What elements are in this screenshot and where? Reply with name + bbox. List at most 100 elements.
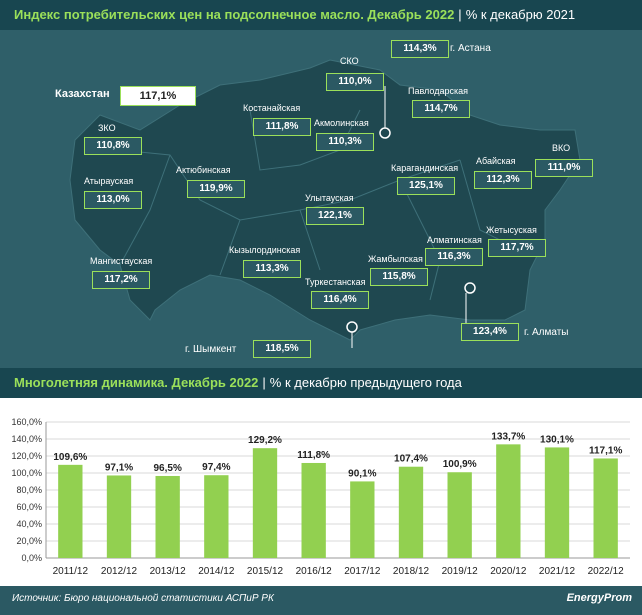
y-tick-label: 60,0% [16, 502, 42, 512]
bar [398, 466, 424, 558]
region-value-vko: 111,0% [535, 159, 593, 177]
region-name-vko: ВКО [552, 143, 571, 153]
region-value-atyrau: 113,0% [84, 191, 142, 209]
x-tick-label: 2015/12 [247, 566, 284, 577]
region-value-zhambyl: 115,8% [370, 268, 428, 286]
map-title: Индекс потребительских цен на подсолнечн… [14, 7, 455, 22]
region-name-sko: СКО [340, 56, 359, 66]
bar [447, 472, 472, 558]
y-tick-label: 140,0% [11, 434, 42, 444]
x-tick-label: 2012/12 [101, 566, 138, 577]
region-value-zhetysu: 117,7% [488, 239, 546, 257]
source-text: Источник: Бюро национальной статистики А… [12, 593, 274, 604]
x-tick-label: 2014/12 [198, 566, 235, 577]
data-label: 107,4% [394, 454, 428, 465]
region-name-astana: г. Астана [450, 43, 491, 54]
chart-subtitle: % к декабрю предыдущего года [269, 375, 462, 390]
bar [496, 444, 521, 558]
bar [252, 448, 278, 558]
region-value-aktobe: 119,9% [187, 180, 245, 198]
y-tick-label: 20,0% [16, 536, 42, 546]
region-name-turkestan: Туркестанская [305, 277, 366, 287]
region-name-shymkent: г. Шымкент [185, 344, 237, 355]
region-name-almaty-obl: Алматинская [427, 235, 482, 245]
region-name-kostanay: Костанайская [243, 103, 301, 113]
footer: Источник: Бюро национальной статистики А… [0, 586, 642, 615]
data-label: 90,1% [348, 468, 376, 479]
chart-panel: 0,0% 20,0% 40,0% 60,0% 80,0% 100,0% 120,0% 140,… [0, 398, 642, 586]
bar [301, 462, 326, 558]
data-label: 111,8% [297, 450, 330, 461]
region-value-zko: 110,8% [84, 137, 142, 155]
chart-title: Многолетняя динамика. Декабрь 2022 [14, 375, 259, 390]
map-panel: Казахстан 117,1% СКО 110,0% 114,3% г. Ас… [0, 30, 642, 368]
map-header: Индекс потребительских цен на подсолнечн… [0, 0, 642, 30]
data-label: 96,5% [153, 463, 181, 474]
y-tick-label: 100,0% [11, 468, 42, 478]
kazakhstan-shape [69, 59, 581, 341]
kazakhstan-value: 117,1% [120, 86, 196, 106]
data-label: 100,9% [443, 459, 477, 470]
y-tick-label: 40,0% [16, 519, 42, 529]
region-value-almaty-city: 123,4% [461, 323, 519, 341]
chart-header: Многолетняя динамика. Декабрь 2022 |% к д… [0, 368, 642, 398]
x-tick-label: 2018/12 [393, 566, 430, 577]
region-name-almaty-city: г. Алматы [524, 327, 569, 338]
region-name-ulytau: Улытауская [305, 193, 354, 203]
kazakhstan-label: Казахстан [55, 88, 110, 100]
region-value-sko: 110,0% [326, 73, 384, 91]
bar [593, 458, 618, 558]
x-tick-label: 2011/12 [53, 566, 89, 577]
bar [58, 464, 83, 558]
region-name-karaganda: Карагандинская [391, 163, 459, 173]
region-name-zhambyl: Жамбылская [368, 254, 423, 264]
x-tick-label: 2022/12 [588, 566, 625, 577]
region-value-almaty-obl: 116,3% [425, 248, 483, 266]
bar-chart: 0,0% 20,0% 40,0% 60,0% 80,0% 100,0% 120,0% 140,… [11, 417, 630, 577]
x-tick-label: 2017/12 [344, 566, 381, 577]
x-tick-label: 2016/12 [296, 566, 333, 577]
region-name-zko: ЗКО [98, 123, 116, 133]
region-name-kyzylorda: Кызылординская [229, 245, 301, 255]
region-value-mangistau: 117,2% [92, 271, 150, 289]
map-subtitle: % к декабрю 2021 [465, 7, 576, 22]
energyprom-logo: EnergyProm [566, 592, 632, 604]
bar [155, 475, 180, 558]
bar [204, 475, 229, 558]
region-value-kostanay: 111,8% [253, 118, 311, 136]
data-label: 109,6% [53, 452, 87, 463]
almaty-marker [464, 282, 476, 294]
region-name-abai: Абайская [476, 156, 516, 166]
y-tick-label: 80,0% [16, 485, 42, 495]
x-tick-label: 2019/12 [442, 566, 479, 577]
data-label: 117,1% [589, 445, 622, 456]
y-tick-label: 120,0% [11, 451, 42, 461]
region-name-pavlodar: Павлодарская [408, 86, 468, 96]
data-label: 129,2% [248, 435, 282, 446]
region-name-akmola: Акмолинская [314, 118, 369, 128]
region-value-turkestan: 116,4% [311, 291, 369, 309]
bar [544, 447, 570, 558]
y-tick-label: 160,0% [11, 417, 42, 427]
x-tick-label: 2020/12 [490, 566, 527, 577]
x-tick-label: 2021/12 [539, 566, 576, 577]
y-tick-label: 0,0% [21, 553, 42, 563]
region-name-zhetysu: Жетысуская [486, 225, 537, 235]
region-name-atyrau: Атырауская [84, 176, 134, 186]
kazakhstan-map [69, 59, 581, 348]
region-value-abai: 112,3% [474, 171, 532, 189]
x-tick-label: 2013/12 [150, 566, 187, 577]
data-label: 97,4% [202, 462, 230, 473]
region-value-pavlodar: 114,7% [412, 100, 470, 118]
data-label: 130,1% [540, 434, 574, 445]
bar [106, 475, 132, 558]
data-label: 97,1% [105, 462, 133, 473]
region-name-mangistau: Мангистауская [90, 256, 153, 266]
bar [350, 481, 375, 558]
region-value-kyzylorda: 113,3% [243, 260, 301, 278]
region-value-astana: 114,3% [391, 40, 449, 58]
region-name-aktobe: Актюбинская [176, 165, 231, 175]
region-value-shymkent: 118,5% [253, 340, 311, 358]
region-value-akmola: 110,3% [316, 133, 374, 151]
data-label: 133,7% [491, 431, 525, 442]
